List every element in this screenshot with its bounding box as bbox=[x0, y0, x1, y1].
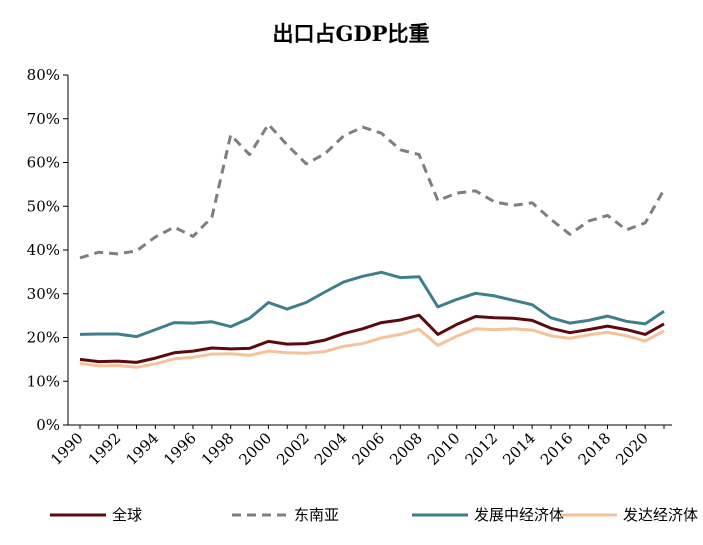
x-tick-label: 1998 bbox=[198, 429, 238, 469]
x-tick-label: 2004 bbox=[311, 429, 351, 469]
x-tick-label: 1996 bbox=[160, 429, 200, 469]
x-tick-label: 1994 bbox=[122, 429, 162, 469]
legend-label-2: 发展中经济体 bbox=[474, 506, 564, 524]
chart-title: 出口占GDP比重 bbox=[273, 21, 430, 46]
y-tick-label: 0% bbox=[36, 416, 60, 434]
y-tick-label: 50% bbox=[27, 197, 60, 215]
y-tick-label: 40% bbox=[27, 241, 60, 259]
series-line-2 bbox=[79, 270, 665, 339]
x-tick-label: 1990 bbox=[47, 429, 87, 469]
x-tick-label: 2006 bbox=[349, 429, 389, 469]
y-tick-label: 20% bbox=[27, 329, 60, 347]
legend-label-1: 东南亚 bbox=[294, 506, 339, 524]
x-tick-label: 2002 bbox=[273, 429, 313, 469]
legend-label-3: 发达经济体 bbox=[623, 506, 698, 524]
series-line-3 bbox=[79, 327, 665, 369]
x-tick-label: 2012 bbox=[462, 429, 502, 469]
x-tick-label: 2020 bbox=[612, 429, 652, 469]
x-tick-label: 1992 bbox=[85, 429, 125, 469]
x-tick-label: 2016 bbox=[537, 429, 577, 469]
legend: 全球 东南亚 发展中经济体 发达经济体 bbox=[50, 506, 698, 524]
y-tick-label: 80% bbox=[27, 66, 60, 84]
x-tick-label: 2014 bbox=[499, 429, 539, 469]
y-tick-label: 60% bbox=[27, 154, 60, 172]
x-tick-label: 2018 bbox=[575, 429, 615, 469]
y-tick-label: 30% bbox=[27, 285, 60, 303]
series-lines bbox=[79, 122, 666, 369]
x-tick-label: 2000 bbox=[235, 429, 275, 469]
series-line-0 bbox=[79, 313, 665, 364]
series-line-1 bbox=[79, 122, 666, 260]
y-tick-label: 70% bbox=[27, 110, 60, 128]
axes: 0%10%20%30%40%50%60%70%80%19901992199419… bbox=[27, 66, 672, 469]
x-tick-label: 2008 bbox=[386, 429, 426, 469]
x-tick-label: 2010 bbox=[424, 429, 464, 469]
y-tick-label: 10% bbox=[27, 372, 60, 390]
legend-label-0: 全球 bbox=[112, 506, 142, 524]
